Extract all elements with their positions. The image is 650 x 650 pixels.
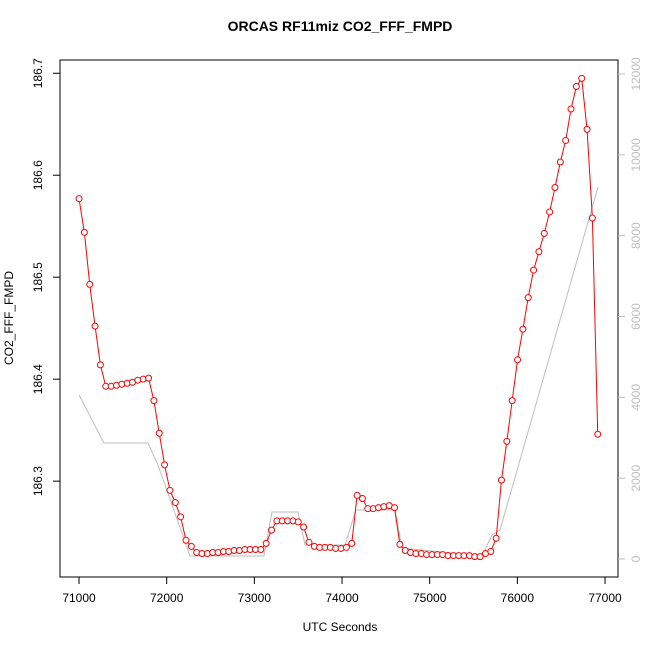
point — [353, 491, 361, 499]
point — [562, 137, 570, 145]
point — [155, 429, 163, 437]
chart-title: ORCAS RF11miz CO2_FFF_FMPD — [228, 18, 453, 34]
point — [588, 214, 596, 222]
x-tick-label: 77000 — [588, 591, 622, 605]
point — [182, 536, 190, 544]
point — [166, 486, 174, 494]
x-tick-label: 75000 — [413, 591, 447, 605]
x-axis-label: UTC Seconds — [303, 620, 378, 634]
point — [257, 545, 265, 553]
x-tick-label: 71000 — [62, 591, 96, 605]
point — [514, 356, 522, 364]
x-tick-label: 72000 — [150, 591, 184, 605]
point — [583, 125, 591, 133]
point — [75, 195, 83, 203]
y-tick-label: 186.5 — [31, 262, 45, 292]
point — [80, 228, 88, 236]
point — [476, 553, 484, 561]
point — [145, 374, 153, 382]
point — [358, 494, 366, 502]
point — [540, 229, 548, 237]
point — [294, 518, 302, 526]
y-tick-label: 186.7 — [31, 58, 45, 88]
point — [503, 437, 511, 445]
point — [567, 105, 575, 113]
point — [268, 526, 276, 534]
point — [305, 538, 313, 546]
x-tick-label: 74000 — [325, 591, 359, 605]
point — [572, 83, 580, 91]
point — [342, 543, 350, 551]
y-tick-label: 186.3 — [31, 466, 45, 496]
point — [578, 74, 586, 82]
point — [487, 548, 495, 556]
y2-tick-label: 8000 — [629, 222, 643, 249]
y2-tick-label: 10000 — [629, 138, 643, 172]
series-line — [78, 186, 599, 557]
point — [524, 294, 532, 302]
y2-tick-label: 2000 — [629, 465, 643, 492]
x-tick-label: 73000 — [238, 591, 272, 605]
point — [556, 158, 564, 166]
plot-box — [59, 59, 619, 578]
point — [594, 430, 602, 438]
point — [391, 504, 399, 512]
y2-tick-label: 6000 — [629, 303, 643, 330]
point — [150, 397, 158, 405]
point — [535, 248, 543, 256]
point — [262, 539, 270, 547]
series-line — [78, 76, 599, 558]
point — [187, 542, 195, 550]
y-tick-label: 186.6 — [31, 160, 45, 190]
point — [300, 523, 308, 531]
point — [161, 461, 169, 469]
point — [508, 397, 516, 405]
point — [177, 513, 185, 521]
y2-tick-label: 0 — [629, 555, 643, 562]
point — [551, 183, 559, 191]
y-axis-label: CO2_FFF_FMPD — [2, 271, 16, 365]
point — [96, 361, 104, 369]
x-tick-label: 76000 — [501, 591, 535, 605]
y2-tick-label: 4000 — [629, 384, 643, 411]
y2-tick-label: 12000 — [629, 57, 643, 91]
point — [497, 476, 505, 484]
point — [86, 280, 94, 288]
point — [546, 208, 554, 216]
point — [171, 499, 179, 507]
point — [348, 539, 356, 547]
point — [91, 322, 99, 330]
point — [530, 266, 538, 274]
point — [519, 325, 527, 333]
point — [396, 540, 404, 548]
y-tick-label: 186.4 — [31, 364, 45, 394]
point — [492, 534, 500, 542]
